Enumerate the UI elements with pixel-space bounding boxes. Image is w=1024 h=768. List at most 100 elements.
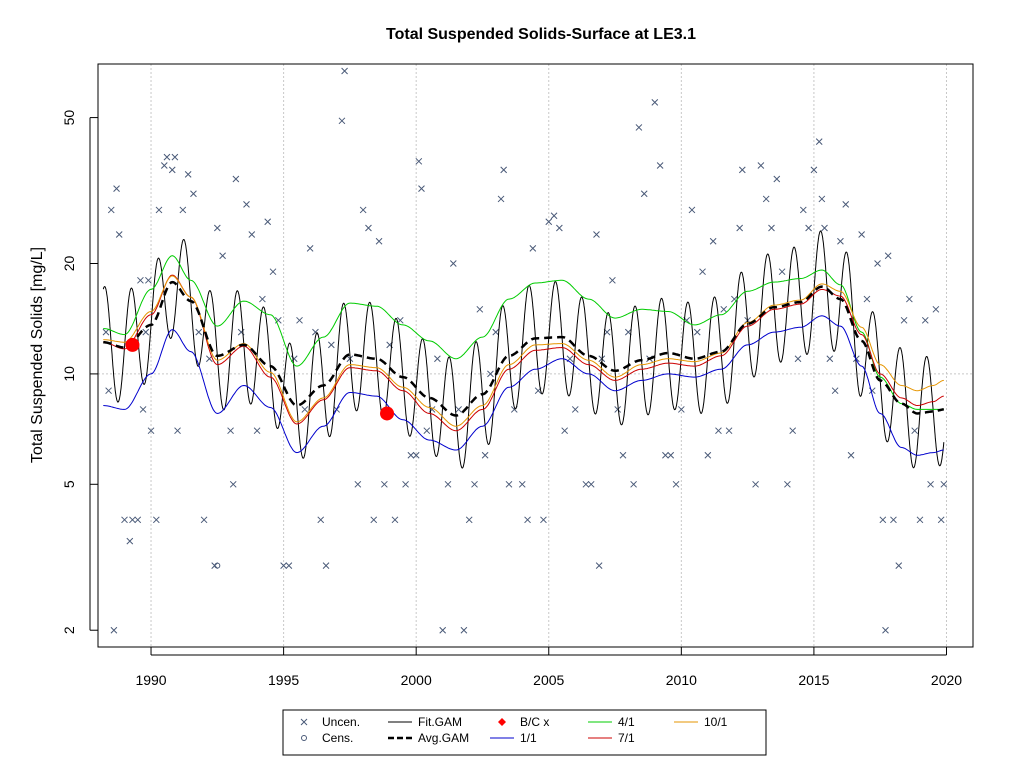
uncensored-point	[752, 480, 759, 488]
uncensored-point	[667, 451, 675, 459]
uncensored-point	[709, 237, 717, 245]
uncensored-point	[407, 451, 415, 459]
uncensored-point	[174, 427, 181, 435]
uncensored-point	[545, 218, 553, 226]
uncensored-point	[396, 316, 404, 324]
uncensored-point	[179, 206, 187, 214]
censored-point	[214, 562, 221, 569]
uncensored-point	[561, 427, 569, 435]
y-tick-label: 10	[61, 366, 77, 382]
y-tick-label: 2	[61, 626, 77, 634]
uncensored-point	[725, 427, 733, 435]
uncensored-point	[556, 224, 563, 232]
uncensored-point	[635, 124, 643, 131]
uncensored-point	[890, 516, 897, 524]
uncensored-point	[810, 166, 818, 174]
y-tick-label: 5	[61, 480, 77, 488]
uncensored-point	[937, 516, 945, 524]
uncensored-point	[290, 355, 298, 363]
uncensored-point	[582, 480, 590, 488]
uncensored-point	[927, 480, 934, 488]
uncensored-point	[184, 171, 192, 178]
uncensored-point	[322, 562, 330, 570]
legend-label: 7/1	[618, 731, 635, 745]
uncensored-point	[736, 224, 744, 232]
uncensored-point	[662, 451, 669, 459]
uncensored-point	[152, 516, 160, 524]
x-tick-label: 2010	[666, 672, 697, 688]
uncensored-point	[423, 427, 431, 435]
uncensored-point	[402, 480, 409, 488]
uncensored-point	[415, 157, 423, 165]
legend-label: Uncen.	[322, 715, 360, 729]
uncensored-point	[160, 162, 168, 169]
uncensored-point	[826, 355, 834, 363]
uncensored-point	[821, 224, 828, 232]
uncensored-point	[147, 427, 155, 435]
uncensored-point	[884, 252, 892, 260]
uncensored-point	[481, 451, 489, 459]
uncensored-point	[365, 224, 372, 232]
uncensored-point	[264, 218, 272, 226]
legend-label: 1/1	[520, 731, 537, 745]
baseline-markers	[125, 337, 395, 421]
uncensored-point	[487, 370, 494, 378]
chart-title: Total Suspended Solids-Surface at LE3.1	[386, 26, 696, 43]
baseline-marker	[125, 337, 140, 352]
uncensored-point	[444, 480, 452, 488]
uncensored-point	[227, 427, 234, 435]
uncensored-point	[720, 305, 728, 313]
uncensored-point	[762, 195, 770, 203]
uncensored-point	[126, 537, 134, 545]
uncensored-point	[731, 295, 738, 303]
legend-symbol-diamond	[498, 718, 506, 726]
y-axis-label: Total Suspended Solids [mg/L]	[29, 247, 46, 463]
uncensored-point	[232, 175, 240, 183]
uncensored-point	[296, 316, 303, 324]
uncensored-point	[439, 626, 447, 634]
uncensored-point	[672, 480, 680, 488]
uncensored-point	[102, 328, 110, 336]
uncensored-point	[640, 190, 648, 198]
uncensored-point	[465, 516, 473, 524]
grid	[98, 64, 973, 647]
uncensored-point	[139, 406, 147, 413]
uncensored-point	[229, 480, 237, 488]
uncensored-point	[391, 516, 399, 524]
uncensored-point	[145, 276, 152, 284]
x-tick-label: 1990	[135, 672, 166, 688]
1-1-line	[103, 315, 944, 456]
uncensored-point	[738, 166, 746, 174]
uncensored-point	[847, 451, 855, 459]
uncensored-point	[370, 516, 378, 524]
uncensored-point	[587, 480, 595, 488]
uncensored-point	[359, 206, 367, 214]
uncensored-point	[243, 200, 250, 208]
uncensored-point	[921, 316, 929, 324]
uncensored-point	[715, 427, 722, 435]
uncensored-point	[837, 237, 844, 245]
uncensored-point	[656, 162, 664, 169]
uncensored-point	[195, 328, 203, 336]
legend-symbol-circle	[301, 735, 307, 741]
baseline-marker	[380, 406, 395, 421]
uncensored-point	[155, 206, 163, 214]
uncensored-point	[831, 387, 839, 395]
4-1-line	[103, 255, 944, 410]
uncensored-point	[381, 480, 388, 488]
uncensored-point	[269, 268, 277, 276]
uncensored-point	[301, 406, 309, 413]
uncensored-point	[773, 175, 781, 183]
uncensored-point	[449, 260, 457, 267]
uncensored-point	[341, 67, 348, 75]
uncensored-point	[688, 206, 696, 214]
x-axis: 1990 1995 2000 2005 2010 2015 2020	[135, 647, 962, 688]
uncensored-point	[789, 427, 797, 435]
fit-gam-line	[102, 230, 945, 469]
uncensored-point	[306, 244, 314, 252]
legend-label: 10/1	[704, 715, 728, 729]
uncensored-point	[327, 341, 335, 349]
uncensored-point	[911, 427, 919, 435]
uncensored-point	[916, 516, 924, 524]
uncensored-point	[863, 295, 871, 303]
